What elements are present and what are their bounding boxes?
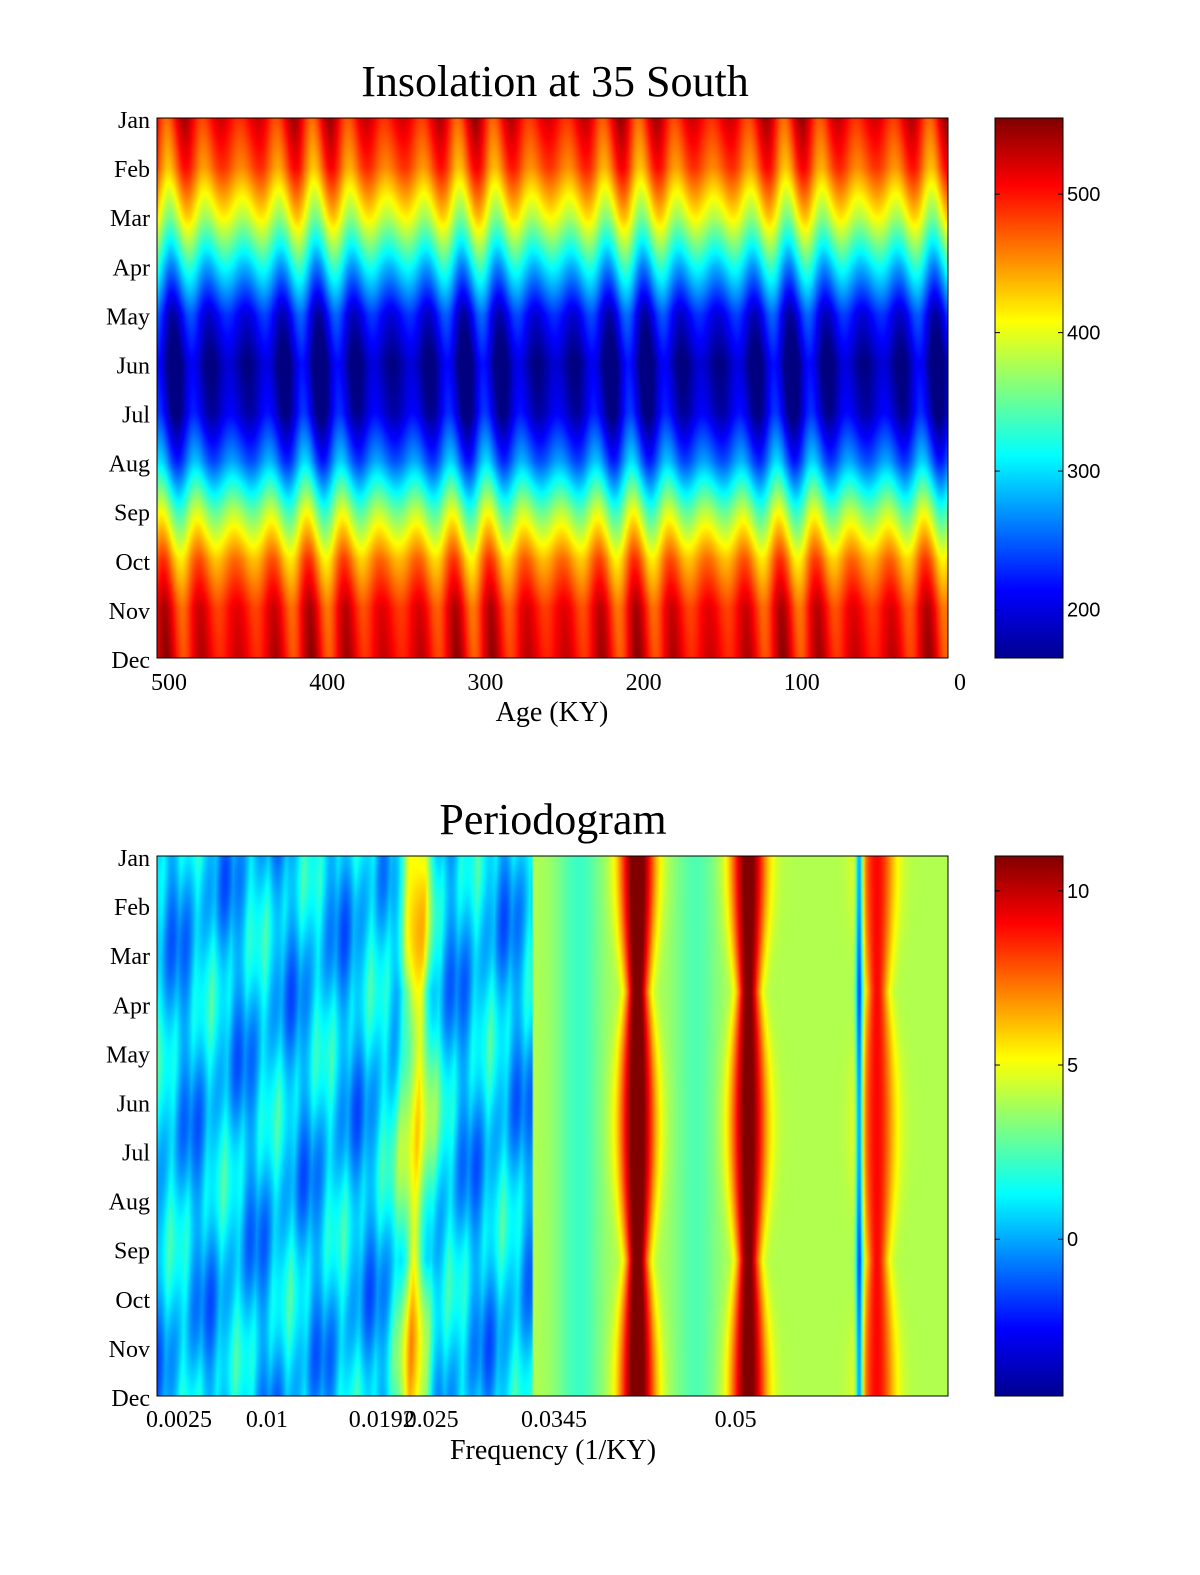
insolation-colorbar-tick-label: 500 bbox=[1067, 184, 1100, 206]
periodogram-x-tick-label: 0.0192 bbox=[349, 1407, 415, 1433]
periodogram-y-tick-label: Mar bbox=[110, 944, 150, 970]
insolation-x-tick-label: 300 bbox=[467, 670, 503, 696]
insolation-y-tick-labels: Jan Feb Mar Apr May Jun Jul Aug Sep Oct Nov Dec bbox=[106, 108, 150, 674]
insolation-x-tick-label: 500 bbox=[151, 670, 187, 696]
insolation-y-tick-label: Feb bbox=[114, 157, 150, 183]
insolation-x-tick-label: 0 bbox=[954, 670, 966, 696]
periodogram-chart: Periodogram Jan Feb Mar Apr May Jun Jul Aug Sep O… bbox=[106, 795, 1089, 1466]
insolation-y-tick-label: Sep bbox=[114, 501, 150, 527]
insolation-x-tick-labels: 500 400 300 200 100 0 bbox=[151, 670, 966, 696]
periodogram-x-axis-label: Frequency (1/KY) bbox=[450, 1435, 656, 1466]
periodogram-colorbar-ticks: 10 5 0 bbox=[995, 881, 1089, 1251]
insolation-y-tick-label: Jun bbox=[117, 353, 150, 379]
periodogram-x-tick-label: 0.0345 bbox=[521, 1407, 587, 1433]
insolation-x-tick-label: 400 bbox=[309, 670, 345, 696]
insolation-y-tick-label: Apr bbox=[113, 255, 150, 281]
insolation-plot-frame bbox=[156, 117, 949, 659]
insolation-y-tick-label: Jan bbox=[118, 108, 150, 134]
periodogram-y-tick-label: Dec bbox=[111, 1386, 150, 1412]
insolation-title: Insolation at 35 South bbox=[361, 57, 748, 106]
periodogram-heatmap bbox=[157, 856, 948, 1396]
insolation-y-tick-label: Aug bbox=[109, 452, 150, 478]
periodogram-y-tick-label: Aug bbox=[109, 1190, 150, 1216]
insolation-colorbar-ticks: 500 400 300 200 bbox=[995, 184, 1100, 622]
insolation-heatmap bbox=[157, 118, 948, 658]
insolation-y-tick-label: May bbox=[106, 304, 150, 330]
periodogram-y-tick-label: Oct bbox=[115, 1288, 150, 1314]
periodogram-y-tick-label: Feb bbox=[114, 895, 150, 921]
periodogram-plot-frame bbox=[156, 855, 949, 1397]
insolation-x-tick-label: 200 bbox=[626, 670, 662, 696]
insolation-colorbar-tick-label: 300 bbox=[1067, 461, 1100, 483]
periodogram-x-tick-label: 0.05 bbox=[715, 1407, 757, 1433]
insolation-colorbar-tick-label: 200 bbox=[1067, 600, 1100, 622]
periodogram-x-tick-label: 0.01 bbox=[246, 1407, 288, 1433]
periodogram-y-tick-label: Jan bbox=[118, 846, 150, 872]
insolation-colorbar bbox=[994, 117, 1064, 659]
periodogram-y-tick-label: Jul bbox=[122, 1141, 150, 1167]
periodogram-y-tick-label: Nov bbox=[109, 1337, 150, 1363]
periodogram-y-tick-labels: Jan Feb Mar Apr May Jun Jul Aug Sep Oct Nov Dec bbox=[106, 846, 150, 1412]
periodogram-y-tick-label: Sep bbox=[114, 1239, 150, 1265]
periodogram-y-tick-label: Jun bbox=[117, 1091, 150, 1117]
periodogram-colorbar-tick-label: 5 bbox=[1067, 1055, 1078, 1077]
insolation-y-tick-label: Nov bbox=[109, 599, 150, 625]
insolation-y-tick-label: Mar bbox=[110, 206, 150, 232]
periodogram-colorbar-tick-label: 10 bbox=[1067, 881, 1089, 903]
insolation-x-axis-label: Age (KY) bbox=[496, 697, 609, 728]
periodogram-title: Periodogram bbox=[439, 795, 666, 844]
periodogram-colorbar bbox=[994, 855, 1064, 1397]
periodogram-x-tick-label: 0.0025 bbox=[146, 1407, 212, 1433]
insolation-y-tick-label: Oct bbox=[115, 550, 150, 576]
insolation-x-tick-label: 100 bbox=[784, 670, 820, 696]
periodogram-y-tick-label: May bbox=[106, 1042, 150, 1068]
periodogram-x-tick-label: 0.025 bbox=[405, 1407, 459, 1433]
insolation-colorbar-tick-label: 400 bbox=[1067, 323, 1100, 345]
periodogram-y-tick-label: Apr bbox=[113, 993, 150, 1019]
periodogram-colorbar-tick-label: 0 bbox=[1067, 1229, 1078, 1251]
insolation-chart: Insolation at 35 South Jan Feb Mar Apr May Ju… bbox=[106, 57, 1100, 728]
insolation-y-tick-label: Jul bbox=[122, 403, 150, 429]
insolation-y-tick-label: Dec bbox=[111, 648, 150, 674]
